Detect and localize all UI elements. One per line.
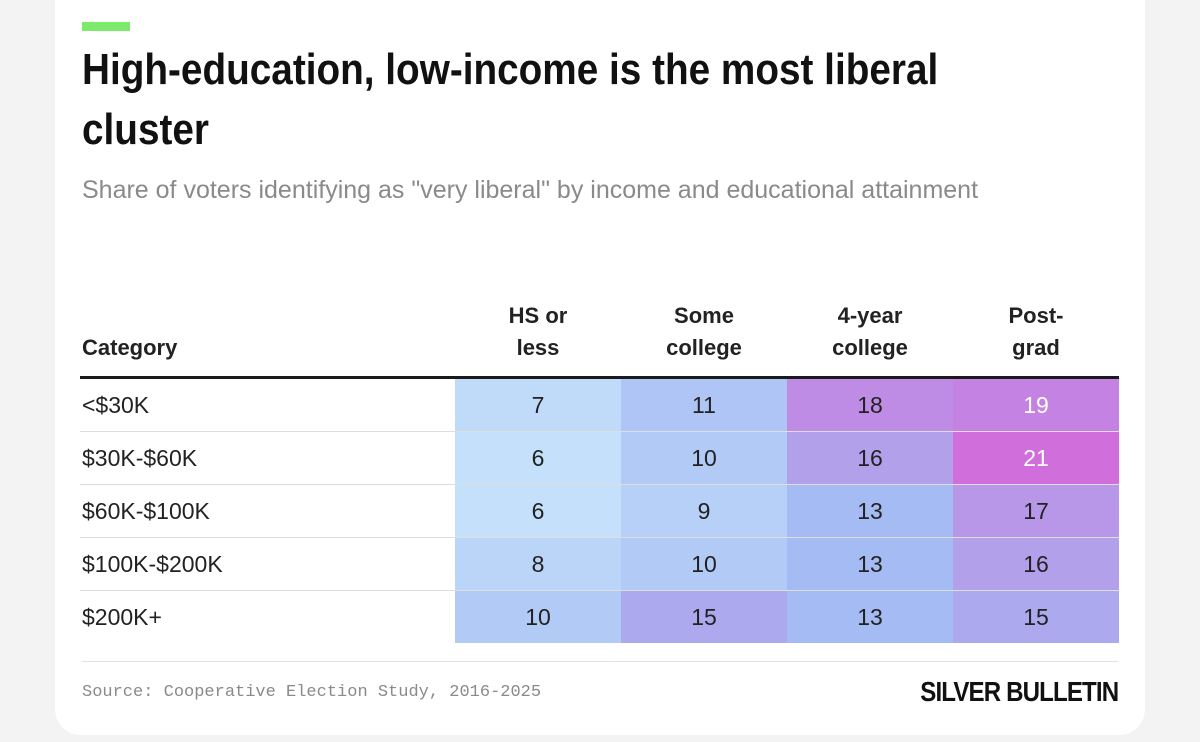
column-header-line: HS or xyxy=(508,303,568,328)
column-header-line: Some xyxy=(674,303,734,328)
column-header-line: grad xyxy=(1012,335,1060,360)
column-header: Post- grad xyxy=(953,282,1119,379)
row-label: $30K-$60K xyxy=(80,431,455,485)
table-row: $30K-$60K 6 10 16 21 xyxy=(80,431,1119,485)
accent-bar xyxy=(82,22,130,31)
heatmap-cell: 10 xyxy=(455,590,621,643)
row-label: $200K+ xyxy=(80,590,455,643)
row-label: $60K-$100K xyxy=(80,484,455,538)
heatmap-cell: 6 xyxy=(455,431,621,485)
heatmap-table: Category HS or less Some college 4-year … xyxy=(80,282,1119,643)
source-note: Source: Cooperative Election Study, 2016… xyxy=(82,683,542,702)
heatmap-cell: 15 xyxy=(621,590,787,643)
heatmap-cell: 13 xyxy=(787,484,953,538)
heatmap-cell: 10 xyxy=(621,537,787,591)
heatmap-cell: 18 xyxy=(787,377,953,432)
heatmap-body: <$30K 7 11 18 19 $30K-$60K 6 10 16 21 $60K-$100K 6 9… xyxy=(80,377,1119,643)
heatmap-cell: 6 xyxy=(455,484,621,538)
column-header: HS or less xyxy=(455,282,621,379)
heatmap-cell: 19 xyxy=(953,377,1119,432)
column-header-line: Post- xyxy=(1008,303,1064,328)
footer-divider xyxy=(82,661,1118,662)
column-header: 4-year college xyxy=(787,282,953,379)
heatmap-cell: 15 xyxy=(953,590,1119,643)
heatmap-cell: 10 xyxy=(621,431,787,485)
brand-logo: SILVER BULLETIN xyxy=(919,676,1119,707)
heatmap-cell: 21 xyxy=(953,431,1119,485)
heatmap-cell: 13 xyxy=(787,537,953,591)
row-label: $100K-$200K xyxy=(80,537,455,591)
column-header: Some college xyxy=(621,282,787,379)
heatmap-cell: 17 xyxy=(953,484,1119,538)
chart-title: High-education, low-income is the most l… xyxy=(82,45,939,154)
heatmap-cell: 7 xyxy=(455,377,621,432)
heatmap-cell: 16 xyxy=(787,431,953,485)
table-row: $100K-$200K 8 10 13 16 xyxy=(80,537,1119,591)
heatmap-cell: 8 xyxy=(455,537,621,591)
heatmap-cell: 16 xyxy=(953,537,1119,591)
table-row: <$30K 7 11 18 19 xyxy=(80,377,1119,432)
column-header-line: less xyxy=(516,335,560,360)
row-header-label: Category xyxy=(80,282,455,379)
column-header-line: 4-year xyxy=(837,303,903,328)
heatmap-cell: 13 xyxy=(787,590,953,643)
column-header-line: college xyxy=(832,335,908,360)
table-row: $60K-$100K 6 9 13 17 xyxy=(80,484,1119,538)
table-row: $200K+ 10 15 13 15 xyxy=(80,590,1119,643)
heatmap-cell: 11 xyxy=(621,377,787,432)
row-label: <$30K xyxy=(80,377,455,432)
header-row: Category HS or less Some college 4-year … xyxy=(80,282,1119,379)
chart-subtitle: Share of voters identifying as "very lib… xyxy=(82,176,979,204)
column-header-line: college xyxy=(666,335,742,360)
heatmap-cell: 9 xyxy=(621,484,787,538)
